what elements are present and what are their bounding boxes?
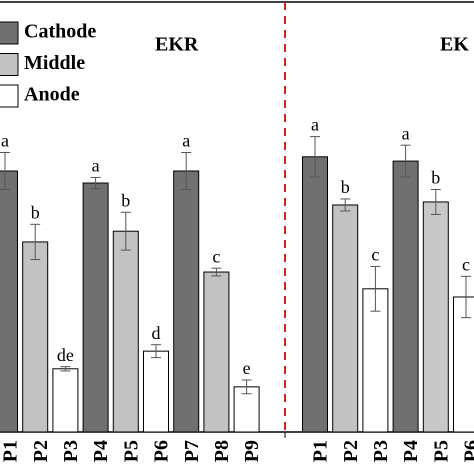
significance-letter: c bbox=[212, 246, 220, 266]
x-tick-label: P3 bbox=[60, 440, 82, 462]
significance-letter: b bbox=[31, 202, 40, 222]
x-tick-label: P5 bbox=[430, 440, 452, 462]
significance-letter: b bbox=[431, 168, 440, 188]
bar bbox=[302, 156, 328, 433]
significance-letter: a bbox=[402, 123, 410, 143]
significance-letter: a bbox=[1, 131, 9, 151]
x-tick-label: P4 bbox=[90, 440, 112, 462]
legend-swatch bbox=[0, 53, 19, 76]
significance-letter: a bbox=[182, 131, 190, 151]
x-tick-label: P6 bbox=[151, 440, 173, 462]
bar bbox=[143, 350, 169, 433]
bar bbox=[392, 160, 419, 433]
significance-letter: de bbox=[57, 345, 74, 365]
x-tick-label: P2 bbox=[30, 440, 52, 462]
bar bbox=[422, 201, 449, 433]
legend-label: Anode bbox=[24, 84, 80, 106]
significance-letter: c bbox=[462, 254, 470, 274]
legend-swatch bbox=[0, 84, 19, 108]
significance-letter: c bbox=[371, 245, 379, 265]
x-tick-label: P1 bbox=[0, 440, 22, 462]
bar bbox=[203, 271, 230, 433]
x-tick-label: P4 bbox=[400, 440, 422, 462]
x-tick-label: P2 bbox=[340, 440, 362, 462]
x-tick-label: P1 bbox=[310, 440, 332, 462]
bar bbox=[52, 368, 79, 433]
x-tick-label: P3 bbox=[370, 440, 392, 462]
x-tick-label: P8 bbox=[211, 440, 233, 462]
significance-letter: e bbox=[243, 358, 251, 378]
bar bbox=[112, 230, 139, 433]
bar bbox=[173, 170, 200, 433]
significance-letter: a bbox=[311, 115, 319, 135]
bar bbox=[233, 386, 260, 433]
bar bbox=[22, 241, 49, 433]
significance-letter: b bbox=[121, 190, 130, 210]
bar bbox=[332, 204, 359, 433]
legend-label: Middle bbox=[24, 52, 85, 74]
legend-label: Cathode bbox=[24, 21, 96, 43]
significance-letter: d bbox=[152, 323, 161, 343]
x-tick-label: P9 bbox=[241, 440, 263, 462]
significance-letter: a bbox=[92, 156, 100, 176]
legend-swatch bbox=[0, 21, 19, 45]
x-tick-label: P6 bbox=[461, 440, 474, 462]
x-tick-label: P7 bbox=[181, 440, 203, 462]
panel-title: EKR bbox=[155, 34, 199, 56]
bar bbox=[82, 182, 109, 433]
significance-letter: b bbox=[341, 177, 350, 197]
panel-title: EK bbox=[440, 34, 469, 56]
bar bbox=[0, 170, 18, 433]
x-tick-label: P5 bbox=[120, 440, 142, 462]
